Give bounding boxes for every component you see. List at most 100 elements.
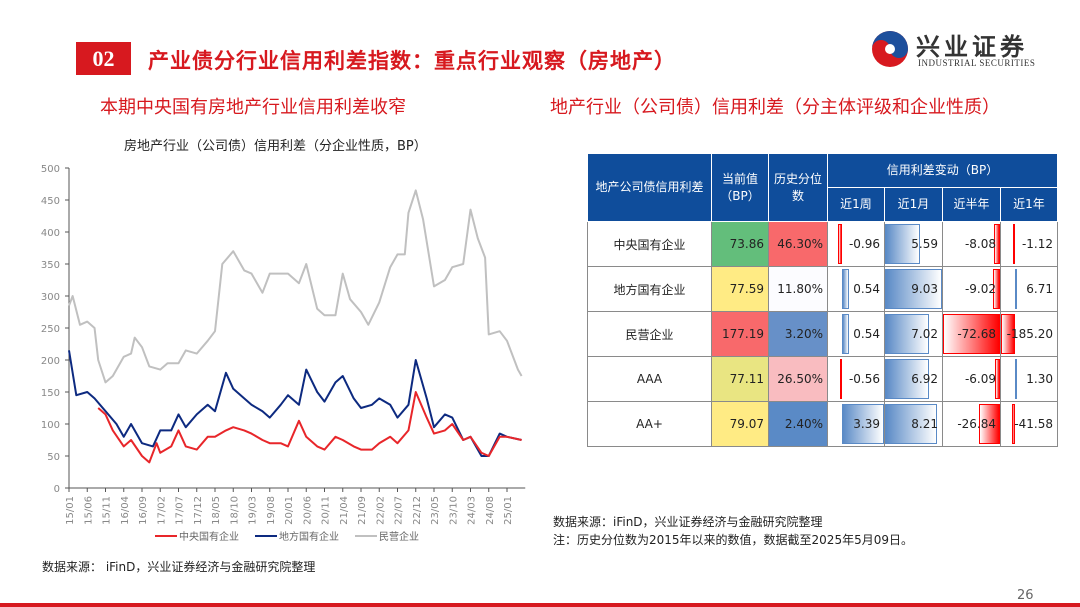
x-tick-label: 17/07 <box>175 496 186 525</box>
x-tick-label: 24/03 <box>467 496 478 525</box>
logo-text-cn: 兴业证券 <box>916 32 1028 61</box>
percentile-cell: 46.30% <box>768 221 828 267</box>
x-tick-label: 20/11 <box>321 496 332 525</box>
data-bar <box>1001 314 1015 354</box>
legend-label: 地方国有企业 <box>279 530 339 543</box>
th-year: 近1年 <box>1000 187 1058 222</box>
change-value: 0.54 <box>853 282 880 296</box>
change-value: 6.71 <box>1026 282 1053 296</box>
x-tick-label: 17/12 <box>193 496 204 525</box>
change-value: 5.59 <box>911 237 938 251</box>
percentile-value: 3.20% <box>784 327 823 341</box>
change-value: -72.68 <box>957 327 996 341</box>
x-tick-label: 15/06 <box>83 496 94 525</box>
y-tick-label: 50 <box>47 452 60 463</box>
data-bar <box>885 314 930 354</box>
th-percentile: 历史分位数 <box>768 153 828 222</box>
x-tick-label: 21/09 <box>357 496 368 525</box>
data-bar <box>993 224 1000 264</box>
x-tick-label: 20/06 <box>302 496 313 525</box>
change-value: 7.02 <box>911 327 938 341</box>
change-value: 1.30 <box>1026 372 1053 386</box>
credit-spread-line-chart: 0 50 100 150 200 250 300 350 400 450 500 15/01 15/06… <box>41 164 526 543</box>
right-note: 注：历史分位数为2015年以来的数值，数据截至2025年5月09日。 <box>553 533 913 547</box>
change-value: -0.56 <box>848 372 880 386</box>
th-week: 近1周 <box>827 187 885 222</box>
change-cell-h: -6.09 <box>942 356 1001 402</box>
x-tick-label: 22/07 <box>394 496 405 525</box>
x-tick-label: 16/04 <box>120 496 131 525</box>
y-tick-label: 400 <box>41 228 60 239</box>
row-label: AAA <box>587 356 712 402</box>
series-line-0 <box>97 391 522 464</box>
change-value: 3.39 <box>853 417 880 431</box>
series-line-1 <box>68 350 522 457</box>
spread-table: 地产公司债信用利差 当前值（BP） 历史分位数 信用利差变动（BP） 近1周 近… <box>587 153 1058 447</box>
data-bar <box>842 404 884 444</box>
change-cell-h: -8.08 <box>942 221 1001 267</box>
y-tick-label: 200 <box>41 356 60 367</box>
change-cell-w: -0.56 <box>827 356 885 402</box>
current-value: 73.86 <box>729 237 764 251</box>
change-cell-m: 8.21 <box>884 401 943 447</box>
table-row: 民营企业 177.19 3.20% 0.54 7.02 -72.68 -185.20 <box>587 311 1058 357</box>
percentile-cell: 11.80% <box>768 266 828 312</box>
x-tick-label: 24/08 <box>485 496 496 525</box>
x-tick-label: 23/05 <box>430 496 441 525</box>
current-cell: 77.11 <box>711 356 769 402</box>
logo: 兴业证券 INDUSTRIAL SECURITIES <box>868 27 1058 71</box>
change-value: 6.92 <box>911 372 938 386</box>
change-cell-h: -72.68 <box>942 311 1001 357</box>
footer-bar <box>0 603 1080 607</box>
legend-label: 中央国有企业 <box>179 530 239 543</box>
data-bar <box>1011 404 1015 444</box>
percentile-cell: 3.20% <box>768 311 828 357</box>
data-bar <box>885 224 921 264</box>
row-label: 民营企业 <box>587 311 712 357</box>
percentile-value: 46.30% <box>777 237 823 251</box>
data-bar <box>1015 359 1017 399</box>
change-cell-h: -9.02 <box>942 266 1001 312</box>
change-value: -9.02 <box>964 282 996 296</box>
percentile-value: 11.80% <box>777 282 823 296</box>
change-cell-y: -1.12 <box>1000 221 1058 267</box>
change-cell-w: -0.96 <box>827 221 885 267</box>
row-label: 地方国有企业 <box>587 266 712 312</box>
data-bar <box>1013 224 1015 264</box>
current-cell: 73.86 <box>711 221 769 267</box>
logo-text-en: INDUSTRIAL SECURITIES <box>918 58 1036 68</box>
section-number-badge: 02 <box>76 42 131 75</box>
data-bar <box>1015 269 1017 309</box>
right-source: 数据来源：iFinD，兴业证券经济与金融研究院整理 <box>553 515 823 529</box>
data-bar <box>842 314 849 354</box>
data-bar <box>992 269 1000 309</box>
series-line-2 <box>68 189 523 384</box>
x-tick-label: 21/04 <box>339 496 350 525</box>
th-month: 近1月 <box>884 187 943 222</box>
change-value: -1.12 <box>1021 237 1053 251</box>
change-cell-w: 0.54 <box>827 311 885 357</box>
th-change-group: 信用利差变动（BP） <box>827 153 1058 188</box>
x-tick-label: 19/08 <box>266 496 277 525</box>
current-value: 77.11 <box>729 372 764 386</box>
y-tick-label: 350 <box>41 260 60 271</box>
data-bar <box>885 269 942 309</box>
current-cell: 77.59 <box>711 266 769 312</box>
y-tick-label: 500 <box>41 164 60 175</box>
x-tick-label: 15/01 <box>65 496 76 525</box>
x-tick-label: 25/01 <box>503 496 514 525</box>
current-value: 77.59 <box>729 282 764 296</box>
th-current: 当前值（BP） <box>711 153 769 222</box>
data-bar <box>842 269 849 309</box>
data-bar <box>978 404 1000 444</box>
x-tick-label: 22/02 <box>375 496 386 525</box>
change-value: 9.03 <box>911 282 938 296</box>
change-value: -185.20 <box>1006 327 1053 341</box>
y-tick-label: 300 <box>41 292 60 303</box>
data-bar <box>838 224 842 264</box>
percentile-value: 26.50% <box>777 372 823 386</box>
y-tick-label: 100 <box>41 420 60 431</box>
data-bar <box>995 359 1000 399</box>
change-cell-y: -41.58 <box>1000 401 1058 447</box>
legend-label: 民营企业 <box>379 530 419 543</box>
